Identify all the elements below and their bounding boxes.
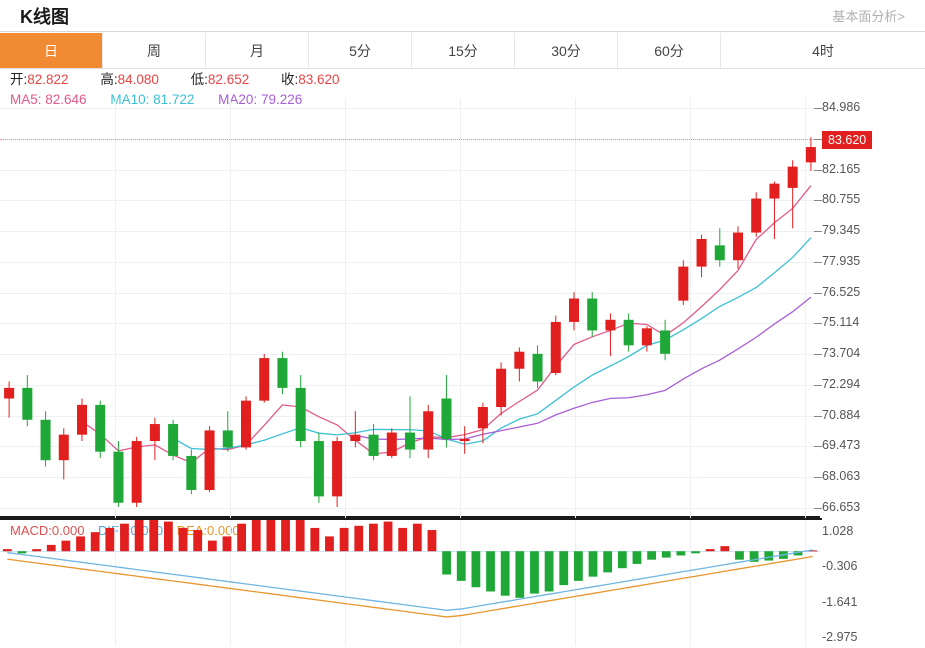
macd-axis-tick: -0.306 (822, 559, 857, 573)
fundamental-analysis-link[interactable]: 基本面分析> (832, 6, 905, 25)
tab-30min[interactable]: 30分 (515, 33, 618, 68)
tab-60min[interactable]: 60分 (618, 33, 721, 68)
candlestick-chart[interactable] (0, 98, 820, 518)
kline-app: K线图 基本面分析> 日 周 月 5分 15分 30分 60分 4时 开:82.… (0, 0, 925, 648)
macd-axis-tick: -2.975 (822, 630, 857, 644)
tab-4hour[interactable]: 4时 (721, 33, 925, 68)
tab-month[interactable]: 月 (206, 33, 309, 68)
price-tick: 66.653 (822, 500, 860, 514)
price-axis: 84.986 83.620 82.165 80.755 79.345 77.935 76.5… (822, 98, 925, 518)
close-value: 83.620 (298, 72, 339, 87)
price-tick: 77.935 (822, 254, 860, 268)
price-tick: 73.704 (822, 346, 860, 360)
tab-week[interactable]: 周 (103, 33, 206, 68)
open-value: 82.822 (27, 72, 68, 87)
price-tick: 80.755 (822, 192, 860, 206)
current-price-dotted-line (0, 139, 820, 140)
macd-axis: 1.028 -0.306 -1.641 -2.975 (822, 520, 925, 646)
high-label: 高:84.080 (100, 72, 173, 87)
price-tick: 76.525 (822, 285, 860, 299)
header-bar: K线图 基本面分析> (0, 0, 925, 32)
open-label: 开:82.822 (10, 72, 83, 87)
price-tick: 75.114 (822, 315, 859, 329)
macd-chart[interactable] (0, 520, 820, 646)
tab-15min[interactable]: 15分 (412, 33, 515, 68)
tab-5min[interactable]: 5分 (309, 33, 412, 68)
close-label: 收:83.620 (281, 72, 354, 87)
low-value: 82.652 (208, 72, 249, 87)
price-tick: 79.345 (822, 223, 860, 237)
price-tick: 82.165 (822, 162, 860, 176)
price-tick: 84.986 (822, 100, 860, 114)
macd-axis-tick: 1.028 (822, 524, 853, 538)
macd-axis-tick: -1.641 (822, 595, 857, 609)
price-tick: 68.063 (822, 469, 860, 483)
current-price-badge: 83.620 (822, 131, 872, 149)
price-tick: 72.294 (822, 377, 860, 391)
page-title: K线图 (20, 3, 69, 29)
price-tick: 69.473 (822, 438, 860, 452)
high-value: 84.080 (118, 72, 159, 87)
price-tick: 70.884 (822, 408, 860, 422)
low-label: 低:82.652 (191, 72, 264, 87)
tab-day[interactable]: 日 (0, 33, 103, 68)
period-tab-bar: 日 周 月 5分 15分 30分 60分 4时 (0, 33, 925, 69)
